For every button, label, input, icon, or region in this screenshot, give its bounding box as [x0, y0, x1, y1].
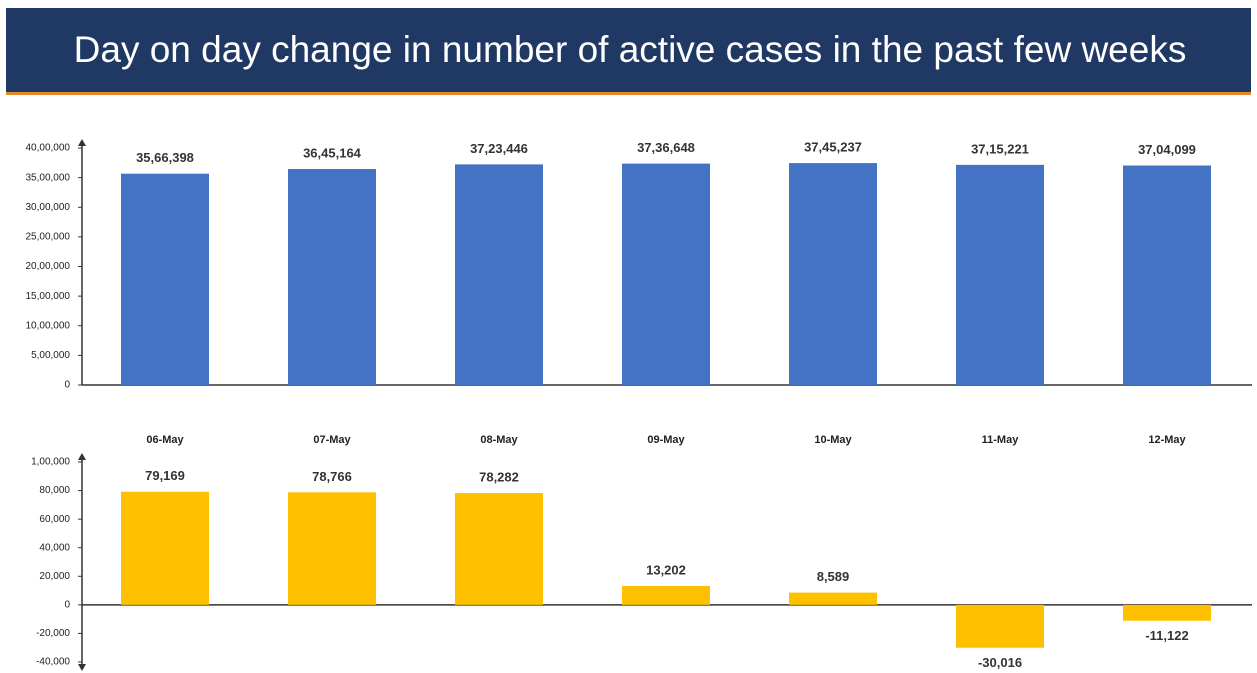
- data-label: 37,04,099: [1138, 142, 1196, 157]
- y-tick-label: 40,000: [39, 542, 70, 553]
- data-label: 36,45,164: [303, 145, 362, 160]
- data-label: 37,15,221: [971, 141, 1029, 156]
- data-label: 35,66,398: [136, 150, 194, 165]
- bar: [956, 164, 1044, 385]
- axis-arrow: [78, 139, 86, 146]
- bar: [288, 492, 376, 605]
- y-tick-label: 1,00,000: [31, 457, 70, 468]
- y-tick-label: 20,000: [39, 571, 70, 582]
- y-tick-label: -20,000: [36, 628, 70, 639]
- data-label: 13,202: [646, 562, 686, 577]
- data-label: 37,36,648: [637, 140, 695, 155]
- axis-arrow: [78, 453, 86, 460]
- x-tick-label: 06-May: [146, 434, 184, 446]
- data-label: 79,169: [145, 468, 185, 483]
- data-label: -11,122: [1145, 628, 1188, 643]
- y-tick-label: 10,00,000: [26, 320, 71, 331]
- y-tick-label: 0: [64, 380, 70, 391]
- data-label: 37,23,446: [470, 141, 528, 156]
- x-tick-label: 07-May: [313, 434, 351, 446]
- y-tick-label: -40,000: [36, 657, 70, 668]
- bar: [455, 164, 543, 385]
- bar: [1123, 165, 1211, 385]
- y-tick-label: 0: [64, 599, 70, 610]
- page-title: Day on day change in number of active ca…: [74, 29, 1187, 70]
- y-tick-label: 40,00,000: [26, 143, 71, 154]
- y-tick-label: 20,00,000: [26, 261, 71, 272]
- y-tick-label: 5,00,000: [31, 350, 70, 361]
- bar: [956, 604, 1044, 648]
- y-tick-label: 30,00,000: [26, 202, 71, 213]
- header-rule: [6, 92, 1251, 95]
- data-label: -30,016: [978, 655, 1022, 670]
- data-label: 8,589: [817, 569, 850, 584]
- x-tick-label: 10-May: [814, 434, 852, 446]
- bar: [622, 163, 710, 385]
- x-tick-label: 11-May: [982, 434, 1020, 446]
- y-tick-label: 60,000: [39, 514, 70, 525]
- bar: [622, 585, 710, 605]
- x-tick-label: 09-May: [647, 434, 685, 446]
- bar: [789, 163, 877, 385]
- header-band: [6, 8, 1251, 92]
- bar: [455, 493, 543, 605]
- x-tick-label: 12-May: [1148, 434, 1186, 446]
- axis-arrow: [78, 664, 86, 671]
- bar: [121, 173, 209, 385]
- y-tick-label: 15,00,000: [26, 291, 71, 302]
- y-tick-label: 35,00,000: [26, 172, 71, 183]
- data-label: 78,282: [479, 469, 519, 484]
- bar: [121, 491, 209, 605]
- y-tick-label: 25,00,000: [26, 232, 71, 243]
- bar: [288, 169, 376, 385]
- bar: [789, 592, 877, 605]
- data-label: 37,45,237: [804, 140, 862, 155]
- x-tick-label: 08-May: [480, 434, 518, 446]
- bar: [1123, 604, 1211, 621]
- y-tick-label: 80,000: [39, 485, 70, 496]
- data-label: 78,766: [312, 469, 352, 484]
